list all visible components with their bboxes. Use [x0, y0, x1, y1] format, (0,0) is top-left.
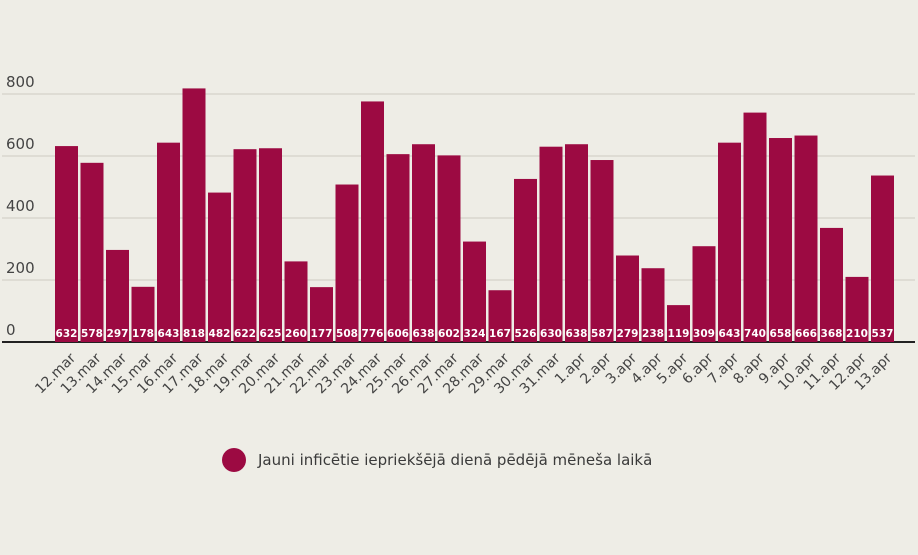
bar-23.mar[interactable]: [335, 184, 359, 342]
data-label: 238: [642, 328, 664, 340]
bar-9.apr[interactable]: [769, 138, 792, 342]
data-label: 578: [81, 328, 103, 340]
bar-25.mar[interactable]: [386, 154, 410, 342]
data-label: 658: [770, 328, 792, 340]
data-label: 178: [132, 328, 154, 340]
bar-26.mar[interactable]: [412, 144, 435, 342]
data-label: 630: [540, 328, 562, 340]
data-label: 740: [744, 328, 766, 340]
data-label: 666: [795, 328, 817, 340]
y-tick-label: 600: [6, 135, 35, 153]
data-label: 119: [668, 328, 690, 340]
bar-1.apr[interactable]: [565, 144, 588, 342]
data-label: 625: [260, 328, 282, 340]
bar-12.apr[interactable]: [845, 276, 869, 342]
bar-30.mar[interactable]: [514, 178, 537, 342]
data-labels-layer: 632 578 297 178 643 818 482 622 625 260 177 508 776 6…: [56, 328, 894, 340]
data-label: 537: [872, 328, 894, 340]
data-label: 482: [209, 328, 231, 340]
data-label: 606: [387, 328, 409, 340]
data-label: 279: [617, 328, 639, 340]
bar-6.apr[interactable]: [692, 246, 716, 342]
bar-13.mar[interactable]: [80, 162, 104, 342]
bar-27.mar[interactable]: [437, 155, 461, 342]
y-tick-label: 200: [6, 259, 35, 277]
data-label: 776: [362, 328, 384, 340]
bar-14.mar[interactable]: [106, 249, 129, 342]
bar-31.mar[interactable]: [539, 146, 563, 342]
bar-15.mar[interactable]: [131, 286, 155, 342]
data-label: 260: [285, 328, 307, 340]
bar-21.mar[interactable]: [284, 261, 308, 342]
bar-29.mar[interactable]: [488, 290, 512, 342]
bar-10.apr[interactable]: [794, 135, 818, 342]
data-label: 622: [234, 328, 256, 340]
bar-5.apr[interactable]: [667, 305, 690, 342]
y-tick-label: 0: [6, 321, 16, 339]
data-label: 602: [438, 328, 460, 340]
bar-7.apr[interactable]: [718, 142, 741, 342]
data-label: 526: [515, 328, 537, 340]
data-label: 210: [846, 328, 868, 340]
y-tick-label: 400: [6, 197, 35, 215]
bar-8.apr[interactable]: [743, 112, 767, 342]
bar-11.apr[interactable]: [820, 227, 843, 342]
bar-4.apr[interactable]: [641, 268, 665, 342]
data-label: 309: [693, 328, 715, 340]
bar-13.apr[interactable]: [871, 175, 894, 342]
legend-marker: [222, 448, 246, 472]
data-label: 297: [107, 328, 129, 340]
bar-22.mar[interactable]: [310, 287, 333, 342]
bar-20.mar[interactable]: [259, 148, 282, 342]
y-tick-labels-layer: 0 200 400 600 800: [6, 73, 35, 339]
data-label: 643: [719, 328, 741, 340]
bar-2.apr[interactable]: [590, 160, 614, 342]
legend-label: Jauni inficētie iepriekšējā dienā pēdējā…: [258, 451, 653, 469]
bar-24.mar[interactable]: [361, 101, 384, 342]
bar-28.mar[interactable]: [463, 241, 486, 342]
data-label: 818: [183, 328, 205, 340]
data-label: 508: [336, 328, 358, 340]
data-label: 368: [821, 328, 843, 340]
data-label: 324: [464, 328, 486, 340]
x-tick-labels-layer: 12.mar13.mar14.mar15.mar16.mar17.mar18.m…: [32, 350, 895, 397]
bar-3.apr[interactable]: [616, 255, 639, 342]
data-label: 167: [489, 328, 511, 340]
legend[interactable]: Jauni inficētie iepriekšējā dienā pēdējā…: [222, 447, 652, 473]
data-label: 638: [566, 328, 588, 340]
data-label: 587: [591, 328, 613, 340]
bar-18.mar[interactable]: [208, 192, 231, 342]
data-label: 643: [158, 328, 180, 340]
bar-16.mar[interactable]: [157, 142, 180, 342]
bar-17.mar[interactable]: [182, 88, 206, 342]
y-tick-label: 800: [6, 73, 35, 91]
bar-12.mar[interactable]: [55, 146, 78, 342]
bar-19.mar[interactable]: [233, 149, 257, 342]
bars-layer: [55, 88, 894, 342]
data-label: 177: [311, 328, 333, 340]
data-label: 632: [56, 328, 78, 340]
data-label: 638: [413, 328, 435, 340]
